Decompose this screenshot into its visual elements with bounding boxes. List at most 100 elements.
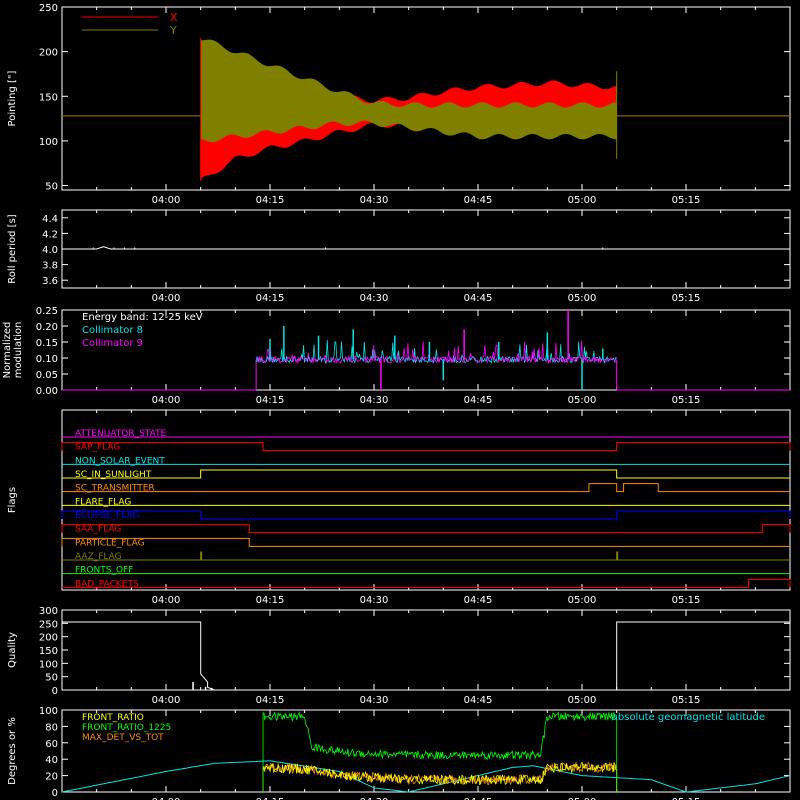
flag-label-sc_transmitter: SC_TRANSMITTER (75, 484, 155, 494)
ratios-ylabel: Degrees or % (7, 717, 18, 785)
flag-line-particle_flag (61, 537, 790, 547)
ratios-xtick-label: 04:30 (360, 797, 389, 800)
quality-ytick-label: 50 (45, 673, 58, 684)
flags-xtick-label: 04:30 (360, 595, 389, 606)
pointing-xtick-label: 04:00 (152, 195, 181, 206)
roll_period-xtick-label: 04:45 (464, 293, 493, 304)
ratios-annotation-latitude: absolute geomagnetic latitude (612, 712, 765, 723)
flag-line-aaz_flag (62, 551, 790, 561)
modulation-ylabel: Normalized (2, 322, 13, 379)
ratios-xtick-label: 04:00 (152, 797, 181, 800)
modulation-xtick-label: 05:00 (568, 395, 597, 406)
flag-label-aaz_flag: AAZ_FLAG (75, 552, 122, 562)
quality-ytick-label: 100 (39, 659, 58, 670)
flag-line-saa_flag (61, 524, 791, 534)
modulation-xtick-label: 05:15 (672, 395, 701, 406)
quality-ytick-label: 300 (39, 606, 58, 617)
flag-label-bad_packets: BAD_PACKETS (75, 579, 139, 589)
pointing-legend-label-X: X (170, 11, 178, 24)
pointing-ylabel: Pointing ["] (7, 70, 18, 126)
panel-modulation: 04:00 04:15 04:30 04:45 05:00 05:15 Normalized… (2, 306, 791, 406)
modulation-legend-9: Collimator 9 (82, 338, 143, 349)
flag-label-fronts_off: FRONTS_OFF (75, 566, 133, 576)
quality-xtick-label: 04:15 (256, 695, 285, 706)
roll_period-xtick-label: 04:15 (256, 293, 285, 304)
modulation-trace-collimator-9 (255, 340, 617, 365)
ratios-frame (61, 709, 791, 793)
flags-xtick-label: 04:00 (152, 595, 181, 606)
flags-xtick-label: 04:15 (256, 595, 285, 606)
panel-flags: 04:00 04:15 04:30 04:45 05:00 05:15 Flags ATTEN… (7, 409, 791, 606)
quality-ytick-label: 250 (39, 619, 58, 630)
modulation-xtick-label: 04:45 (464, 395, 493, 406)
ratios-geomagnetic-latitude (61, 760, 791, 793)
modulation-trace-collimator-8 (255, 340, 617, 365)
pointing-xtick-label: 05:00 (568, 195, 597, 206)
flags-ylabel: Flags (7, 487, 18, 513)
modulation-xtick-label: 04:30 (360, 395, 389, 406)
ratios-legend-front_ratio: FRONT_RATIO (82, 713, 144, 723)
ratios-legend-max_det_vs_tot: MAX_DET_VS_TOT (82, 733, 164, 743)
ratios-front_ratio (262, 761, 618, 793)
roll_period-xtick-label: 05:15 (672, 293, 701, 304)
flag-line-sap_flag (61, 442, 791, 452)
pointing-ytick-label: 200 (39, 48, 58, 59)
pointing-xtick-label: 04:45 (464, 195, 493, 206)
flag-label-attenuator_state: ATTENUATOR_STATE (75, 429, 167, 439)
quality-xtick-label: 04:00 (152, 695, 181, 706)
modulation-ylabel: modulation (13, 322, 24, 379)
ratios-ytick-label: 60 (45, 739, 58, 750)
flags-xtick-label: 04:45 (464, 595, 493, 606)
panel-roll_period: 04:00 04:15 04:30 04:45 05:00 05:15 Roll perio… (7, 209, 791, 304)
roll-period-line (62, 246, 790, 250)
flag-label-particle_flag: PARTICLE_FLAG (75, 538, 145, 548)
flag-line-sc_in_sunlight (62, 469, 790, 479)
flags-xtick-label: 05:15 (672, 595, 701, 606)
ratios-xtick-label: 05:15 (672, 797, 701, 800)
roll_period-xtick-label: 04:30 (360, 293, 389, 304)
roll_period-xtick-label: 05:00 (568, 293, 597, 304)
quality-xtick-label: 05:00 (568, 695, 597, 706)
flags-frame (61, 409, 791, 591)
pointing-frame (61, 6, 791, 191)
ratios-ytick-label: 20 (45, 772, 58, 783)
quality-ytick-label: 0 (52, 686, 58, 697)
flags-xtick-label: 05:00 (568, 595, 597, 606)
modulation-ytick-label: 0.00 (36, 386, 58, 397)
pointing-ytick-label: 150 (39, 92, 58, 103)
pointing-legend-label-Y: Y (169, 24, 177, 37)
ratios-ytick-label: 100 (39, 706, 58, 717)
pointing-ytick-label: 250 (39, 3, 58, 14)
ratios-front_ratio_1225 (262, 711, 618, 793)
ratios-ytick-label: 40 (45, 755, 58, 766)
modulation-xtick-label: 04:15 (256, 395, 285, 406)
pointing-ytick-label: 50 (45, 182, 58, 193)
panel-pointing: 04:00 04:15 04:30 04:45 05:00 05:15 Pointing [… (7, 3, 791, 206)
roll_period-ytick-label: 3.8 (42, 261, 58, 272)
quality-ylabel: Quality (7, 632, 18, 668)
modulation-ytick-label: 0.05 (36, 370, 58, 381)
ratios-xtick-label: 05:00 (568, 797, 597, 800)
pointing-ytick-label: 100 (39, 137, 58, 148)
flag-label-eclipse_flag: ECLIPSE_FLAG (75, 511, 139, 521)
ratios-ytick-label: 80 (45, 722, 58, 733)
flag-line-sc_transmitter (62, 483, 790, 493)
roll_period-ylabel: Roll period [s] (7, 214, 18, 283)
quality-xtick-label: 04:30 (360, 695, 389, 706)
quality-ytick-label: 200 (39, 633, 58, 644)
modulation-legend-8: Collimator 8 (82, 325, 143, 336)
flag-label-non_solar_event: NON_SOLAR_EVENT (75, 456, 165, 466)
ratios-ytick-label: 0 (52, 788, 58, 799)
ratios-legend-front_ratio_1225: FRONT_RATIO_1225 (82, 723, 171, 733)
pointing-xtick-label: 04:15 (256, 195, 285, 206)
modulation-xtick-label: 04:00 (152, 395, 181, 406)
roll_period-xtick-label: 04:00 (152, 293, 181, 304)
modulation-ytick-label: 0.25 (36, 306, 58, 317)
flag-label-sc_in_sunlight: SC_IN_SUNLIGHT (75, 470, 152, 480)
flag-label-saa_flag: SAA_FLAG (75, 525, 121, 535)
modulation-ytick-label: 0.10 (36, 354, 58, 365)
flag-line-bad_packets (62, 578, 791, 588)
modulation-ytick-label: 0.15 (36, 338, 58, 349)
